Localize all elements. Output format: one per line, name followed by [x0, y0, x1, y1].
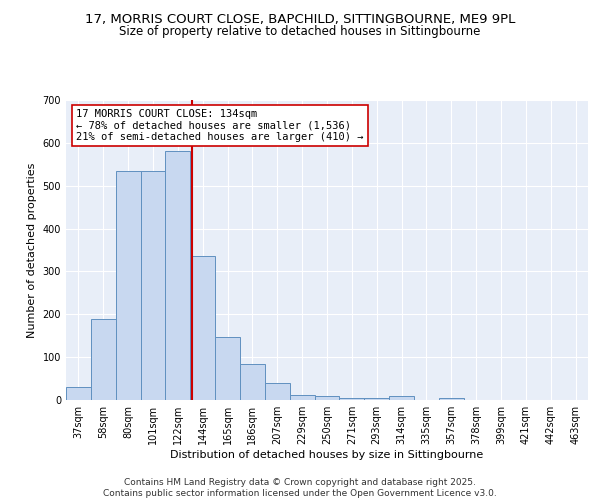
- Bar: [290, 395, 314, 400]
- Bar: [116, 170, 140, 400]
- X-axis label: Distribution of detached houses by size in Sittingbourne: Distribution of detached houses by size …: [170, 450, 484, 460]
- Bar: [190, 256, 215, 400]
- Bar: [389, 396, 414, 400]
- Bar: [140, 170, 166, 400]
- Text: 17, MORRIS COURT CLOSE, BAPCHILD, SITTINGBOURNE, ME9 9PL: 17, MORRIS COURT CLOSE, BAPCHILD, SITTIN…: [85, 12, 515, 26]
- Text: 17 MORRIS COURT CLOSE: 134sqm
← 78% of detached houses are smaller (1,536)
21% o: 17 MORRIS COURT CLOSE: 134sqm ← 78% of d…: [76, 109, 364, 142]
- Bar: [439, 398, 464, 400]
- Bar: [166, 152, 190, 400]
- Text: Size of property relative to detached houses in Sittingbourne: Size of property relative to detached ho…: [119, 25, 481, 38]
- Y-axis label: Number of detached properties: Number of detached properties: [27, 162, 37, 338]
- Bar: [215, 336, 240, 400]
- Bar: [265, 383, 290, 400]
- Bar: [340, 398, 364, 400]
- Bar: [314, 396, 340, 400]
- Bar: [364, 398, 389, 400]
- Bar: [66, 387, 91, 400]
- Text: Contains HM Land Registry data © Crown copyright and database right 2025.
Contai: Contains HM Land Registry data © Crown c…: [103, 478, 497, 498]
- Bar: [91, 318, 116, 400]
- Bar: [240, 364, 265, 400]
